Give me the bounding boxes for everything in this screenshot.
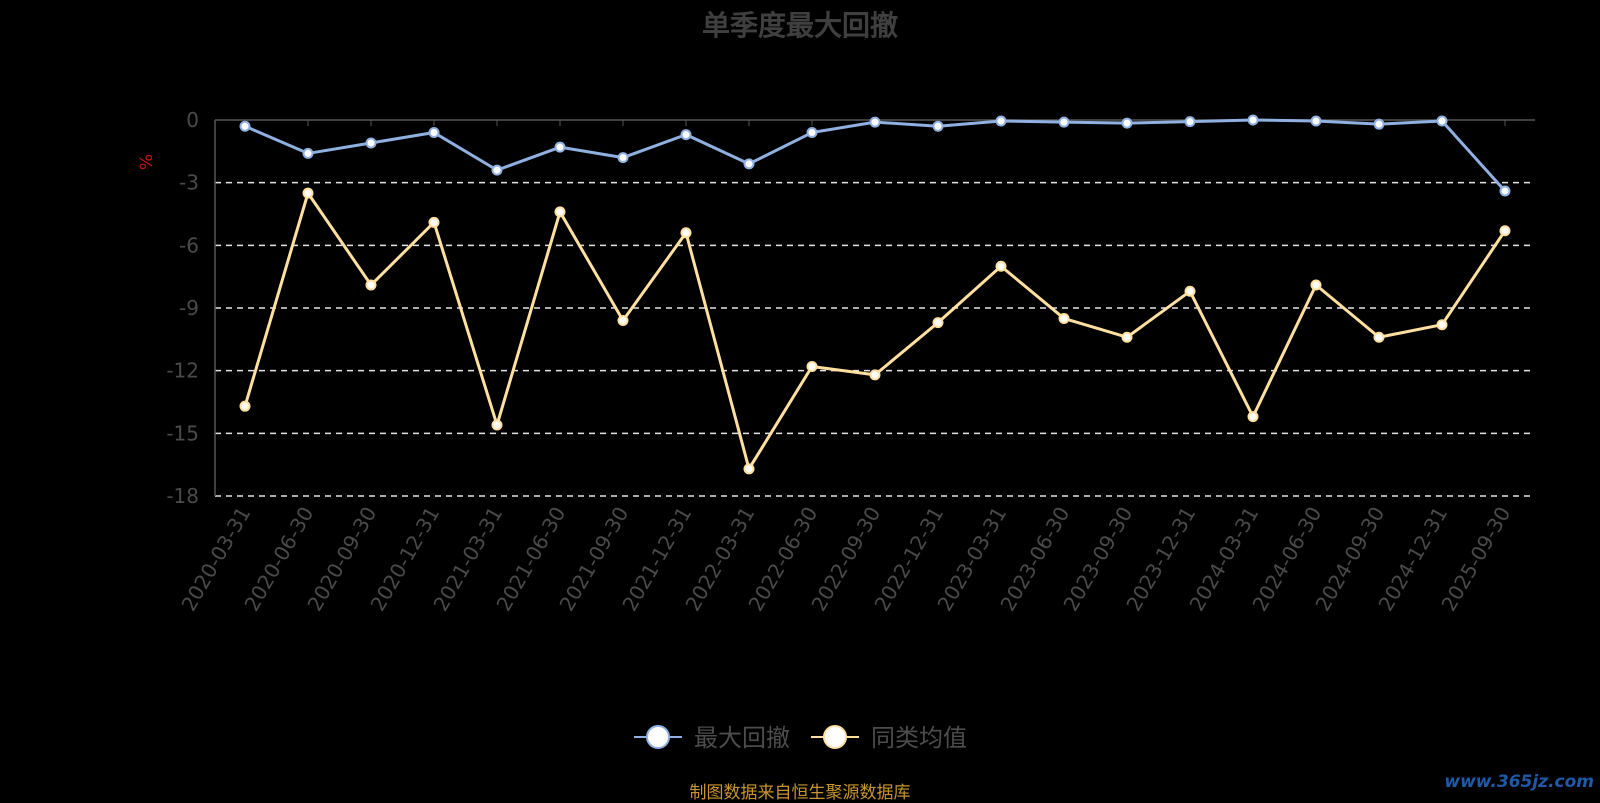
data-point	[1373, 118, 1385, 130]
data-point	[932, 317, 944, 329]
grid-lines	[215, 181, 1535, 497]
data-point	[491, 419, 503, 431]
data-point	[1310, 115, 1322, 127]
data-point	[1121, 117, 1133, 129]
data-point	[1373, 331, 1385, 343]
data-point	[617, 152, 629, 164]
data-point	[869, 116, 881, 128]
data-point	[995, 260, 1007, 272]
data-point	[806, 360, 818, 372]
data-point	[1310, 279, 1322, 291]
series-line-2	[243, 191, 1507, 471]
data-source-note: 制图数据来自恒生聚源数据库	[689, 783, 911, 803]
data-point	[1499, 225, 1511, 237]
legend-marker-icon	[646, 725, 670, 749]
chart-title: 单季度最大回撤	[701, 9, 898, 42]
data-point	[869, 369, 881, 381]
y-tick-label: -12	[166, 359, 199, 383]
data-point	[617, 315, 629, 327]
data-point	[365, 279, 377, 291]
series-layer	[239, 114, 1511, 475]
data-point	[995, 115, 1007, 127]
data-point	[1121, 331, 1133, 343]
y-tick-label: -15	[166, 421, 199, 445]
watermark: www.365jz.com	[1444, 772, 1594, 792]
data-point	[1247, 411, 1259, 423]
data-point	[1436, 319, 1448, 331]
data-point	[1058, 312, 1070, 324]
y-tick-label: 0	[186, 108, 199, 132]
data-point	[806, 127, 818, 139]
axes: 0-3-6-9-12-15-182020-03-312020-06-302020…	[166, 108, 1535, 615]
legend-label: 最大回撤	[694, 724, 790, 752]
data-point	[491, 164, 503, 176]
data-point	[743, 158, 755, 170]
legend-item-2[interactable]: 同类均值	[811, 724, 967, 752]
data-point	[554, 206, 566, 218]
data-point	[680, 129, 692, 141]
data-point	[302, 187, 314, 199]
data-point	[680, 227, 692, 239]
data-point	[428, 216, 440, 228]
legend-marker-icon	[823, 725, 847, 749]
y-tick-label: -18	[166, 484, 199, 508]
data-point	[1499, 185, 1511, 197]
data-point	[428, 127, 440, 139]
y-axis-label: %	[137, 154, 157, 170]
data-point	[1184, 116, 1196, 128]
y-tick-label: -6	[179, 233, 199, 257]
y-tick-label: -3	[179, 171, 199, 195]
data-point	[743, 463, 755, 475]
data-point	[239, 120, 251, 132]
data-point	[365, 137, 377, 149]
y-tick-label: -9	[179, 296, 199, 320]
legend-item-1[interactable]: 最大回撤	[634, 724, 790, 752]
legend-label: 同类均值	[871, 724, 967, 752]
data-point	[1058, 116, 1070, 128]
data-point	[1247, 114, 1259, 126]
data-point	[554, 141, 566, 153]
data-point	[1436, 115, 1448, 127]
data-point	[932, 120, 944, 132]
data-point	[1184, 285, 1196, 297]
data-point	[302, 147, 314, 159]
data-point	[239, 400, 251, 412]
legend[interactable]: 最大回撤 同类均值	[634, 724, 967, 752]
